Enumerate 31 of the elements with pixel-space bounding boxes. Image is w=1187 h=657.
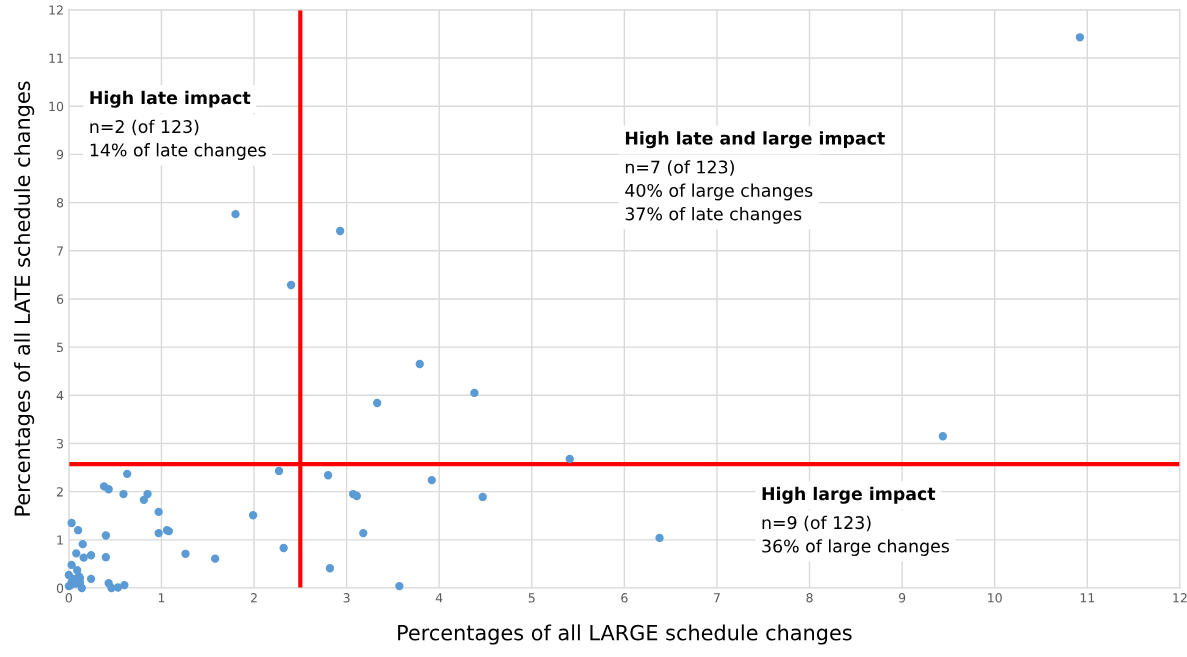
x-tick-label: 7: [714, 593, 720, 603]
y-tick-label: 7: [57, 246, 63, 256]
x-tick-label: 4: [435, 593, 443, 603]
y-tick-label: 3: [56, 438, 63, 449]
x-tick-label: 12: [1173, 593, 1187, 603]
x-tick-label: 11: [1080, 593, 1095, 603]
y-tick-label: 9: [56, 149, 64, 160]
y-tick-label: 8: [56, 198, 64, 208]
x-tick-label: 0: [65, 593, 72, 603]
x-tick-label: 8: [806, 593, 813, 603]
y-tick-label: 4: [56, 390, 64, 401]
x-tick-label: 2: [250, 593, 257, 603]
y-tick-label: 2: [56, 487, 63, 497]
y-tick-label: 12: [49, 5, 63, 15]
x-tick-label: 1: [158, 593, 165, 603]
y-tick-label: 1: [57, 535, 63, 545]
annotation: High large impact n=9 (of 123) 36% of large changes: [762, 486, 949, 556]
y-tick-label: 11: [49, 53, 63, 63]
x-tick-label: 9: [898, 593, 906, 603]
x-tick-label: 10: [988, 593, 1002, 603]
x-tick-label: 3: [343, 593, 350, 603]
x-axis-title: Percentages of all LARGE schedule changes: [398, 624, 852, 645]
y-tick-label: 5: [57, 342, 63, 353]
y-tick-label: 0: [56, 583, 64, 593]
y-axis-title: Percentages of all LATE schedule changes: [14, 81, 35, 516]
x-tick-label: 5: [528, 593, 535, 603]
y-tick-label: 10: [49, 101, 64, 112]
annotation: High late impact n=2 (of 123) 14% of late changes: [90, 90, 266, 160]
x-tick-label: 6: [621, 593, 628, 603]
y-tick-label: 6: [56, 294, 64, 304]
annotation: High late and large impact n=7 (of 123) 40% of large changes 37% of late changes: [625, 131, 885, 224]
